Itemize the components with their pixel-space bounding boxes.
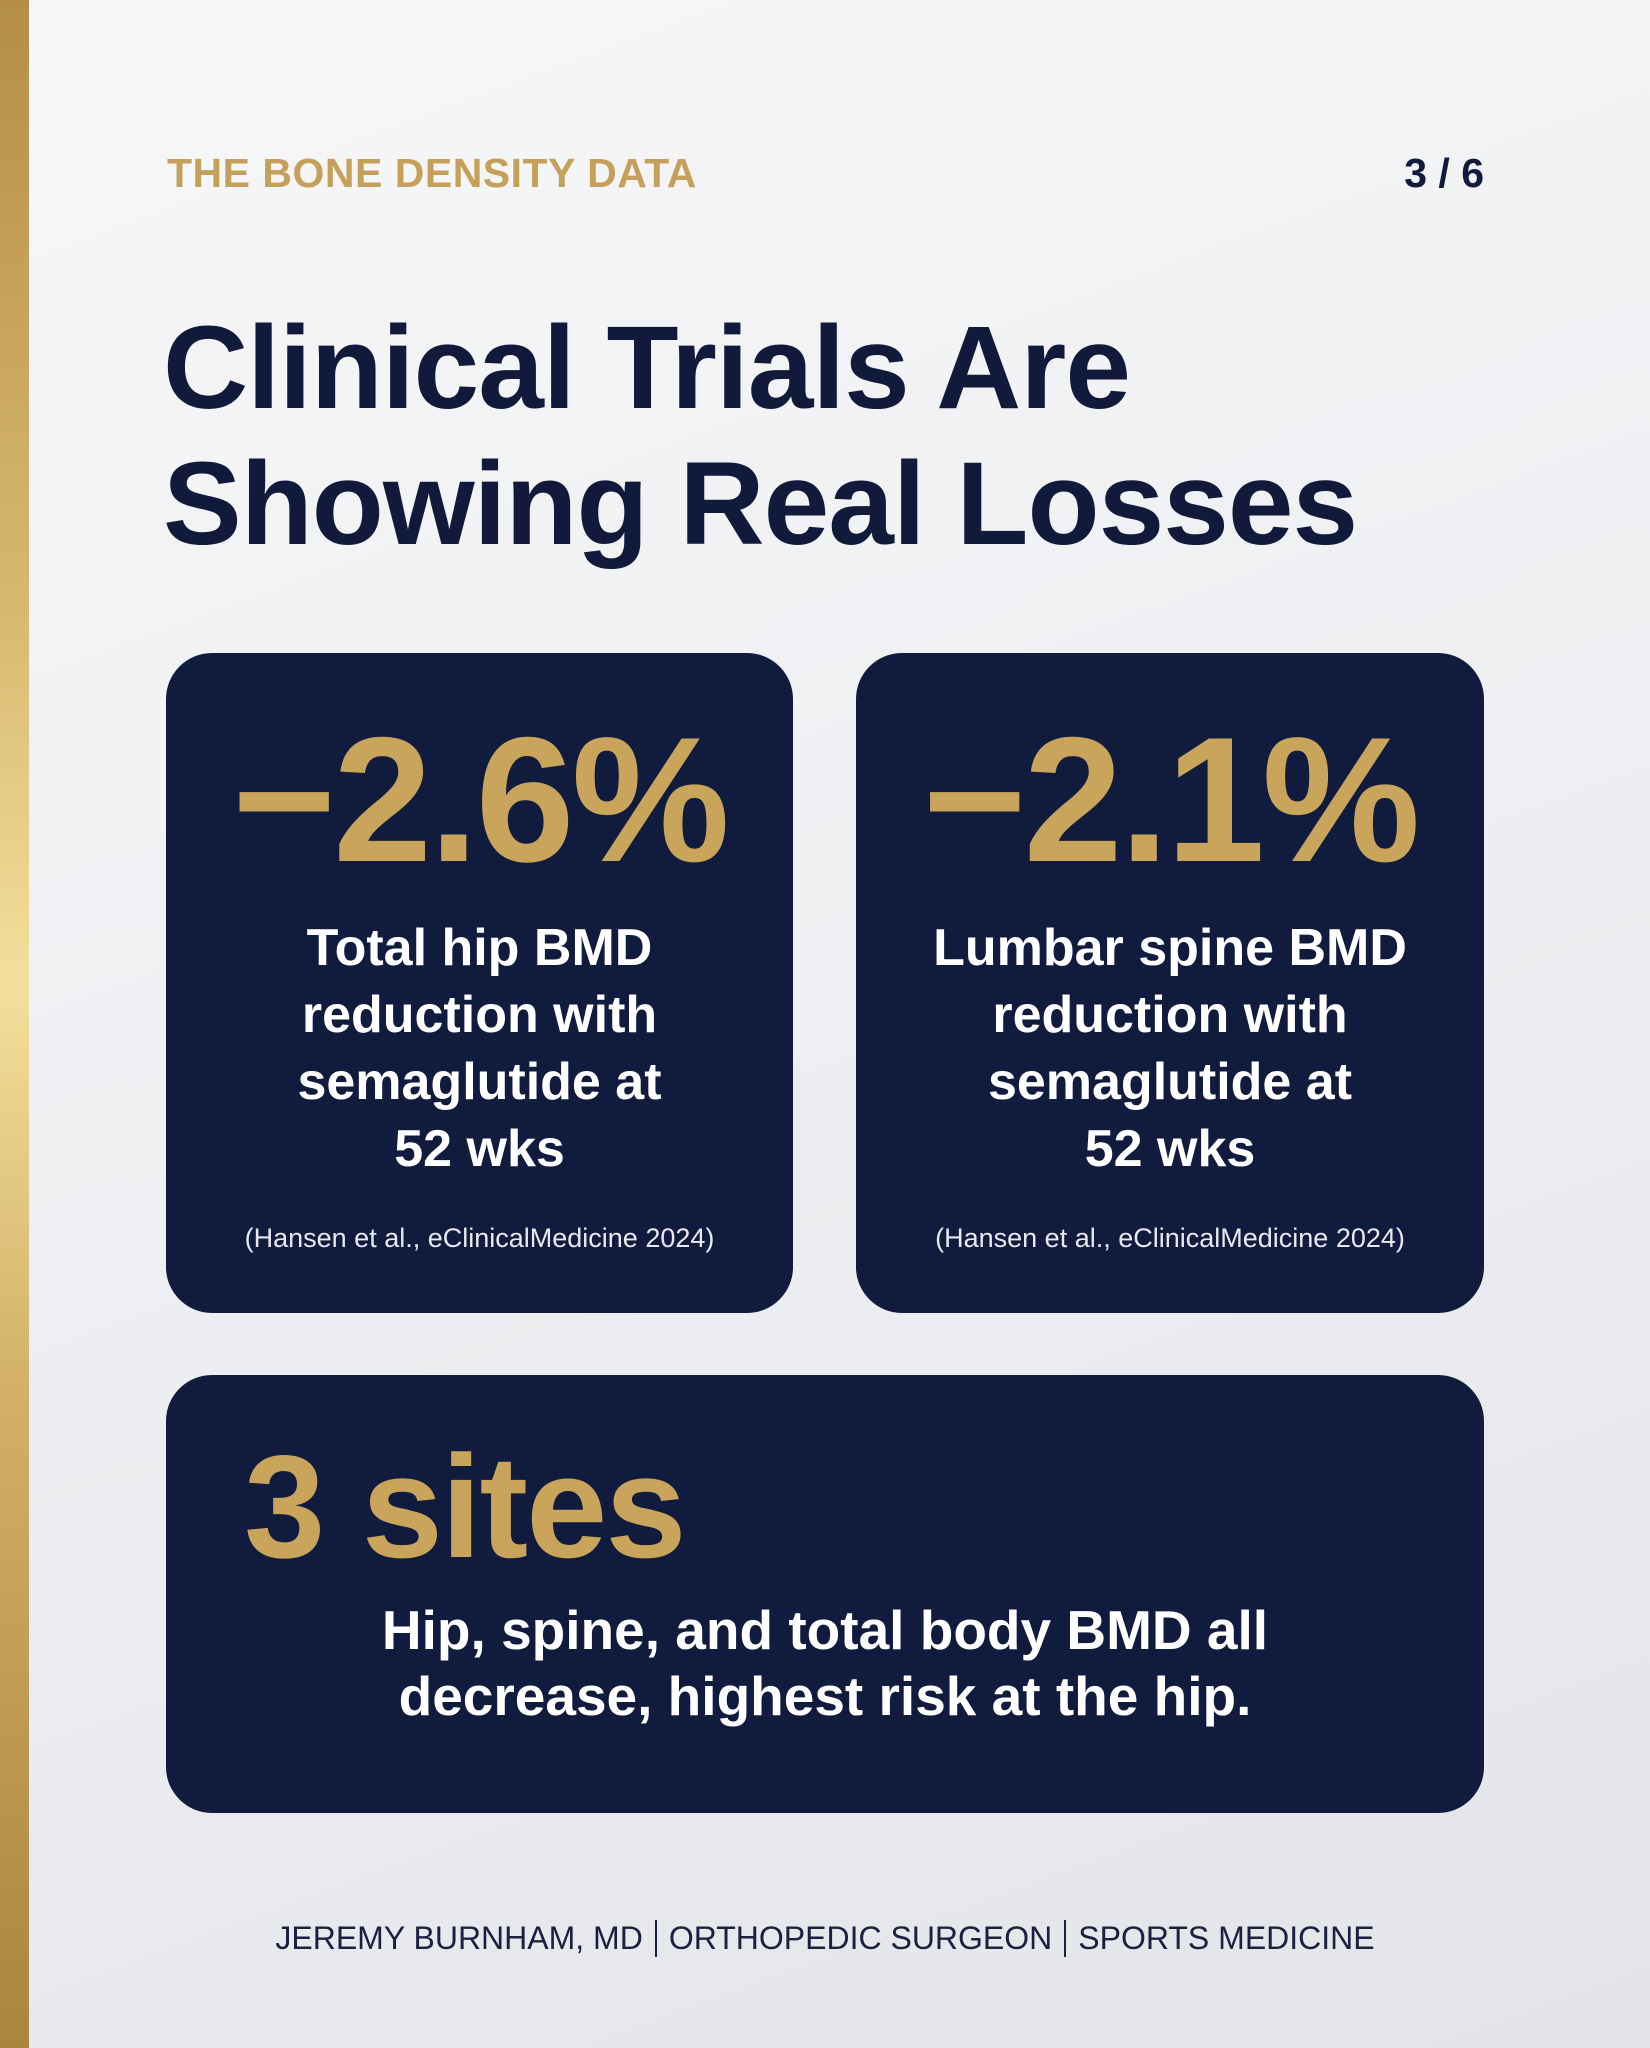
stat-card: −2.1% Lumbar spine BMD reduction with semag…	[856, 653, 1484, 1313]
footer: JEREMY BURNHAM, MD ORTHOPEDIC SURGEON SPOR…	[0, 1920, 1650, 1957]
description-line: 52 wks	[394, 1120, 565, 1178]
title-line: Showing Real Losses	[163, 438, 1358, 570]
source: (Hansen et al., eClinicalMedicine 2024)	[935, 1223, 1405, 1253]
description-line: Hip, spine, and total body BMD all	[381, 1599, 1269, 1661]
description-line: reduction with	[992, 986, 1348, 1044]
footer-item: ORTHOPEDIC SURGEON	[654, 1920, 1064, 1957]
description-line: reduction with	[301, 986, 658, 1044]
title-line: Clinical Trials Are	[163, 302, 1131, 434]
kicker: THE BONE DENSITY DATA	[167, 150, 697, 196]
footer-item: JEREMY BURNHAM, MD	[275, 1920, 643, 1956]
description-line: Lumbar spine BMD	[933, 919, 1407, 977]
description: Lumbar spine BMD reduction with semaglutid…	[856, 915, 1484, 1183]
description: Total hip BMD reduction with semaglutide a…	[166, 915, 793, 1183]
stat-card: −2.6% Total hip BMD reduction with semaglut…	[166, 653, 793, 1313]
description-line: Total hip BMD	[306, 919, 653, 977]
description-line: semaglutide at	[987, 1053, 1353, 1111]
description: Hip, spine, and total body BMD all decrea…	[166, 1597, 1484, 1729]
description-line: semaglutide at	[297, 1053, 662, 1111]
page-number: 3 / 6	[1404, 150, 1484, 196]
source: (Hansen et al., eClinicalMedicine 2024)	[244, 1223, 715, 1253]
description-line: decrease, highest risk at the hip.	[398, 1665, 1252, 1727]
footer-item: SPORTS MEDICINE	[1064, 1920, 1386, 1957]
stat: −2.1%	[922, 700, 1421, 899]
description-line: 52 wks	[1084, 1120, 1256, 1178]
accent-bar	[0, 0, 29, 2048]
stat: −2.6%	[232, 700, 730, 899]
wide-card: 3 sites Hip, spine, and total body BMD a…	[166, 1375, 1484, 1813]
title: Clinical Trials Are Showing Real Losses	[163, 300, 1358, 572]
stat: 3 sites	[244, 1425, 687, 1588]
